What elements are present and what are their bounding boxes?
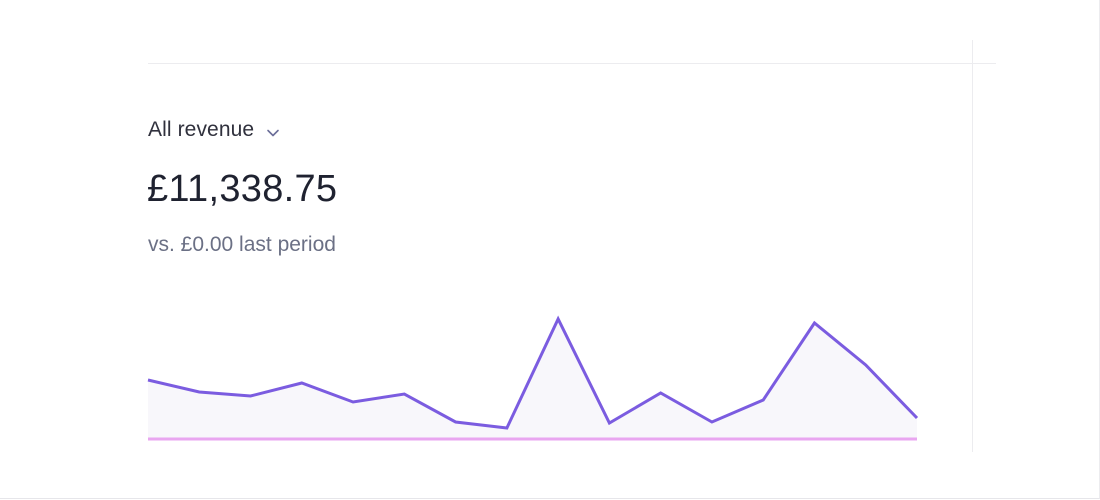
comparison-text: vs. £0.00 last period bbox=[148, 233, 336, 256]
total-revenue-value: £11,338.75 bbox=[147, 168, 338, 210]
chevron-down-icon[interactable] bbox=[266, 125, 280, 137]
top-divider bbox=[148, 63, 996, 64]
metric-selector-label: All revenue bbox=[148, 118, 255, 141]
metric-selector-dropdown[interactable]: All revenue bbox=[148, 118, 280, 142]
vertical-divider bbox=[972, 40, 973, 452]
